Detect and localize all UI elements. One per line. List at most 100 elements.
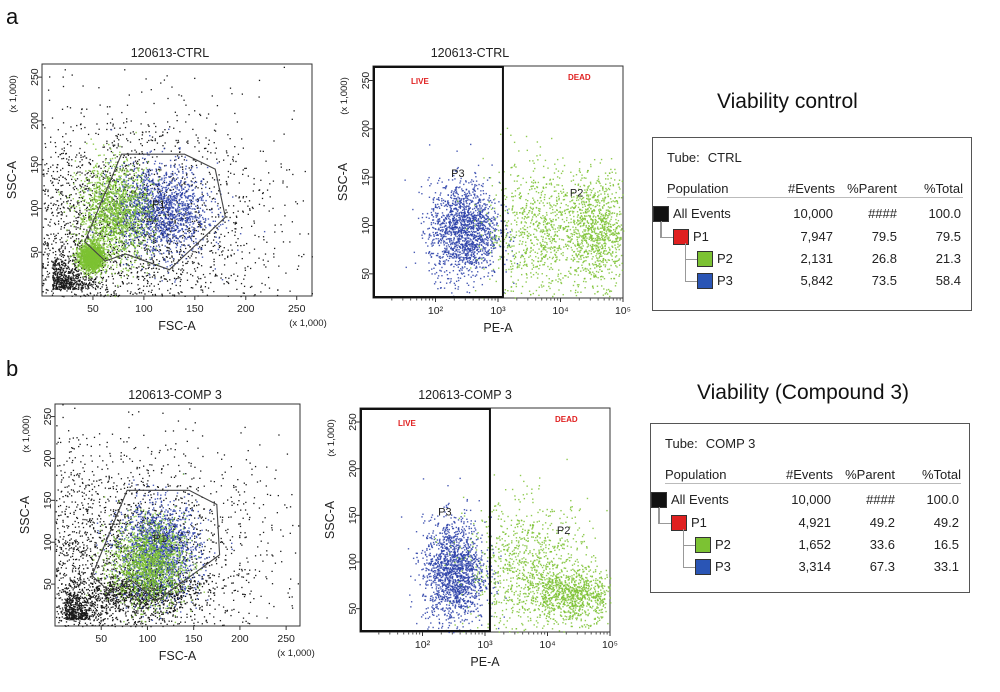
event-dot [75, 193, 77, 195]
event-dot [146, 225, 148, 228]
event-dot [70, 199, 72, 202]
event-dot [80, 289, 82, 291]
event-dot [150, 150, 152, 152]
event-dot [158, 260, 161, 262]
event-dot [226, 216, 228, 218]
event-dot [169, 233, 171, 236]
event-dot [189, 216, 191, 218]
event-dot [195, 181, 198, 183]
event-dot [62, 176, 64, 178]
event-dot [69, 256, 72, 258]
event-dot [177, 227, 179, 230]
event-dot [95, 148, 97, 150]
event-dot [107, 149, 109, 151]
event-dot [147, 188, 149, 191]
event-dot [303, 253, 305, 256]
event-dot [57, 204, 60, 207]
event-dot [160, 190, 162, 192]
event-dot [201, 196, 204, 198]
event-dot [67, 275, 70, 277]
event-dot [165, 240, 168, 242]
event-dot [122, 208, 125, 211]
event-dot [208, 139, 210, 141]
event-dot [72, 181, 75, 184]
event-dot [88, 287, 90, 289]
event-dot [121, 165, 124, 167]
event-dot [113, 291, 115, 293]
event-dot [172, 234, 174, 236]
event-dot [144, 249, 146, 251]
event-dot [247, 213, 249, 215]
event-dot [151, 219, 153, 221]
event-dot [123, 241, 126, 243]
event-dot [162, 207, 164, 210]
event-dot [147, 215, 149, 217]
event-dot [53, 203, 55, 205]
event-dot [110, 229, 113, 232]
event-dot [135, 199, 137, 202]
event-dot [76, 223, 78, 225]
event-dot [135, 203, 138, 206]
event-dot [125, 215, 127, 217]
event-dot [251, 285, 253, 288]
event-dot [161, 182, 164, 185]
event-dot [132, 212, 134, 214]
event-dot [125, 239, 127, 241]
event-dot [153, 274, 155, 276]
event-dot [244, 267, 246, 269]
event-dot [178, 253, 181, 255]
event-dot [151, 241, 154, 244]
event-dot [163, 213, 165, 215]
event-dot [147, 262, 150, 264]
event-dot [148, 221, 151, 223]
event-dot [149, 238, 152, 240]
event-dot [68, 162, 70, 165]
event-dot [172, 216, 175, 218]
event-dot [206, 235, 209, 237]
event-dot [253, 248, 256, 250]
event-dot [172, 207, 174, 209]
event-dot [162, 235, 165, 237]
event-dot [89, 170, 91, 172]
event-dot [144, 199, 146, 202]
event-dot [166, 197, 168, 199]
event-dot [105, 279, 108, 281]
event-dot [93, 198, 96, 200]
event-dot [44, 127, 46, 129]
event-dot [154, 196, 157, 198]
event-dot [165, 181, 168, 184]
event-dot [75, 294, 77, 296]
event-dot [59, 273, 62, 275]
event-dot [269, 196, 271, 198]
event-dot [123, 161, 125, 164]
event-dot [76, 201, 78, 203]
event-dot [218, 225, 220, 228]
event-dot [162, 200, 164, 203]
event-dot [123, 247, 125, 249]
event-dot [175, 209, 178, 211]
event-dot [171, 251, 173, 254]
event-dot [124, 214, 126, 216]
event-dot [122, 186, 124, 188]
event-dot [46, 253, 49, 255]
event-dot [215, 241, 218, 244]
event-dot [126, 274, 128, 276]
event-dot [113, 192, 116, 194]
event-dot [154, 231, 157, 234]
event-dot [158, 169, 160, 171]
event-dot [159, 249, 162, 252]
event-dot [132, 226, 134, 228]
event-dot [216, 227, 218, 229]
event-dot [175, 225, 178, 227]
event-dot [65, 281, 67, 283]
event-dot [194, 217, 196, 219]
event-dot [118, 175, 120, 178]
event-dot [129, 205, 131, 207]
event-dot [112, 145, 115, 147]
event-dot [128, 229, 131, 231]
event-dot [200, 285, 202, 287]
event-dot [134, 149, 136, 151]
event-dot [96, 166, 98, 168]
event-dot [60, 261, 63, 263]
event-dot [214, 232, 216, 234]
